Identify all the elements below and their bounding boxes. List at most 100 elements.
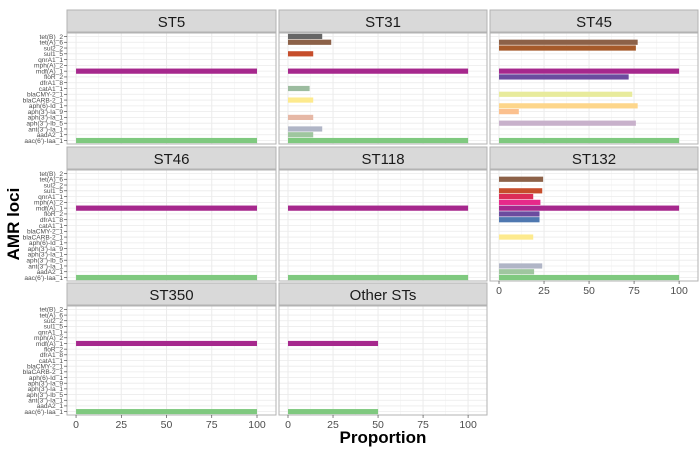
facet-label: ST31 xyxy=(365,14,401,31)
bar-aac(6')-Iaa_1 xyxy=(76,137,257,144)
y-tick-label: aadA2_1 xyxy=(37,132,64,139)
facet-label: ST5 xyxy=(158,14,186,31)
y-tick-label: sul1_5 xyxy=(44,188,64,195)
bar-tet(A)_6 xyxy=(288,39,332,45)
bar-aac(6')-Iaa_1 xyxy=(76,409,257,415)
x-tick-label: 100 xyxy=(670,285,688,297)
y-tick-label: aph(3')-Ia_9 xyxy=(28,246,64,253)
y-tick-label: tet(A)_6 xyxy=(40,312,64,319)
facet-label: Other STs xyxy=(350,287,417,304)
panel-border xyxy=(278,32,488,145)
panel-border xyxy=(489,32,699,145)
y-tick-label: aac(6')-Iaa_1 xyxy=(24,409,63,416)
bar-tet(A)_6 xyxy=(499,39,638,45)
bar-ant(3'')-Ia_1 xyxy=(499,263,543,269)
y-tick-label: aac(6')-Iaa_1 xyxy=(24,275,63,282)
y-tick-label: aadA2_1 xyxy=(37,269,64,276)
bar-aph(3')-Ia_1 xyxy=(288,114,314,121)
bar-catA1_1 xyxy=(288,85,310,92)
y-tick-label: aph(3')-Ia_1 xyxy=(28,386,64,393)
y-tick-label: blaCMY-2_1 xyxy=(27,229,63,236)
panel-border xyxy=(489,169,699,282)
y-tick-label: sul1_5 xyxy=(44,51,64,58)
facet-strip xyxy=(66,282,277,306)
bar-mdf(A)_1 xyxy=(499,205,680,211)
y-tick-label: catA1_1 xyxy=(39,223,64,230)
facet-strip xyxy=(278,9,488,33)
x-tick-label: 50 xyxy=(372,419,384,431)
facet-strip xyxy=(278,146,488,170)
facet-st350: ST350 tet(B)_2tet(A)_6sul2_2sul1_5qnrA1_1… xyxy=(23,282,277,431)
y-tick-label: aph(3')-Ia_1 xyxy=(28,252,64,259)
y-tick-label: tet(B)_2 xyxy=(40,171,64,178)
facet-strip xyxy=(489,146,699,170)
x-tick-label: 50 xyxy=(161,419,173,431)
y-tick-label: aph(3'')-Ib_5 xyxy=(26,257,63,264)
facet-st118: ST118 xyxy=(278,146,488,282)
bar-qnrA1_1 xyxy=(499,193,534,200)
facet-other-sts: Other STs 0 25 50 75 100 xyxy=(278,282,488,431)
panel-border xyxy=(278,305,488,416)
y-tick-label: blaCMY-2_1 xyxy=(27,363,63,370)
bar-tet(B)_2 xyxy=(288,33,323,40)
bar-blaCARB-2_1 xyxy=(288,97,314,103)
y-tick-label: qnrA1_1 xyxy=(38,194,63,201)
y-tick-label: dfrA1_8 xyxy=(40,80,63,87)
facet-label: ST46 xyxy=(154,151,190,168)
facet-label: ST132 xyxy=(572,151,616,168)
bar-mdf(A)_1 xyxy=(288,68,469,74)
facet-st31: ST31 xyxy=(278,9,488,145)
y-axis-title: AMR loci xyxy=(4,188,23,261)
y-tick-label: tet(A)_6 xyxy=(40,177,64,184)
facet-strip xyxy=(66,9,277,33)
bar-aadA2_1 xyxy=(499,269,535,275)
facet-label: ST118 xyxy=(361,151,404,168)
facet-strip xyxy=(489,9,699,33)
x-tick-label: 25 xyxy=(115,419,127,431)
y-tick-label: qnrA1_1 xyxy=(38,329,63,336)
x-axis-title: Proportion xyxy=(340,428,427,447)
bar-aac(6')-Iaa_1 xyxy=(288,274,469,281)
facet-st46: ST46 tet(B)_2tet(A)_6sul2_2sul1_5qnrA1_1m… xyxy=(23,146,277,282)
y-tick-label: sul1_5 xyxy=(44,324,64,331)
y-tick-label: aadA2_1 xyxy=(37,403,64,410)
bar-aac(6')-Iaa_1 xyxy=(499,274,680,281)
y-tick-label: dfrA1_8 xyxy=(40,217,63,224)
y-tick-label: tet(A)_6 xyxy=(40,40,64,47)
x-tick-label: 50 xyxy=(583,285,595,297)
bar-dfrA1_8 xyxy=(499,217,540,223)
x-tick-label: 100 xyxy=(459,419,477,431)
y-tick-label: dfrA1_8 xyxy=(40,352,63,359)
bar-aph(3'')-Ib_5 xyxy=(499,120,636,126)
x-tick-label: 0 xyxy=(285,419,291,431)
y-tick-label: blaCARB-2_1 xyxy=(23,97,64,104)
bar-aac(6')-Iaa_1 xyxy=(76,274,257,281)
facet-strip xyxy=(278,282,488,306)
bar-sul2_2 xyxy=(499,45,636,51)
bar-aac(6')-Iaa_1 xyxy=(288,409,379,415)
y-tick-label: aph(6)-Id_1 xyxy=(29,240,63,247)
bar-sul1_5 xyxy=(288,51,314,57)
bar-mdf(A)_1 xyxy=(76,68,257,74)
facet-strip xyxy=(66,146,277,170)
bar-mph(A)_2 xyxy=(499,199,541,205)
y-tick-label: sul2_2 xyxy=(44,45,64,52)
y-tick-label: ant(3'')-Ia_1 xyxy=(28,126,63,133)
bar-mdf(A)_1 xyxy=(76,205,257,211)
y-tick-label: mdf(A)_1 xyxy=(36,341,63,348)
y-tick-label: floR_2 xyxy=(44,211,63,218)
y-tick-label: aph(3')-Ia_9 xyxy=(28,109,64,116)
facet-st45: ST45 xyxy=(489,9,699,145)
y-tick-label: qnrA1_1 xyxy=(38,57,63,64)
bar-blaCMY-2_1 xyxy=(499,91,633,97)
y-tick-label: mph(A)_2 xyxy=(34,63,63,70)
y-tick-label: catA1_1 xyxy=(39,358,64,365)
facet-st5: ST5 tet(B)_2tet(A)_6sul2_2sul1_5qnrA1_1mp… xyxy=(23,9,277,145)
bar-floR_2 xyxy=(499,74,629,80)
bar-aac(6')-Iaa_1 xyxy=(499,137,680,144)
y-tick-label: blaCARB-2_1 xyxy=(23,369,64,376)
bar-sul1_5 xyxy=(499,188,543,194)
bar-aadA2_1 xyxy=(288,132,314,138)
x-tick-label: 25 xyxy=(327,419,339,431)
y-tick-label: catA1_1 xyxy=(39,86,64,93)
